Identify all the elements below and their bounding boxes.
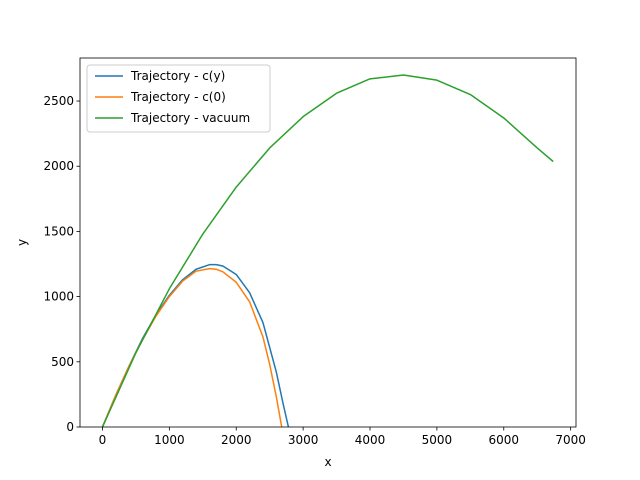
series-line-2	[101, 74, 554, 427]
x-tick-label: 1000	[154, 433, 185, 447]
x-tick-label: 5000	[422, 433, 453, 447]
x-tick-label: 2000	[221, 433, 252, 447]
x-tick-label: 0	[99, 433, 107, 447]
plot-area	[101, 74, 554, 427]
x-axis-label: x	[324, 455, 331, 469]
y-tick-label: 2500	[43, 94, 74, 108]
y-axis-label: y	[15, 239, 29, 246]
series-lines	[101, 74, 554, 427]
y-tick-label: 2000	[43, 159, 74, 173]
legend: Trajectory - c(y) Trajectory - c(0) Trajec…	[86, 64, 271, 133]
axes: 0 1000 2000 3000 4000 5000 6000 7000 0 500 1000 150…	[15, 57, 586, 469]
y-tick-label: 500	[51, 355, 74, 369]
x-tick-label: 4000	[355, 433, 386, 447]
y-tick-label: 1000	[43, 290, 74, 304]
x-tick-label: 7000	[555, 433, 586, 447]
x-tick-label: 6000	[488, 433, 519, 447]
legend-label-1: Trajectory - c(0)	[130, 90, 226, 104]
x-tick-label: 3000	[288, 433, 319, 447]
y-tick-label: 1500	[43, 224, 74, 238]
legend-box	[86, 64, 271, 133]
y-tick-label: 0	[66, 420, 74, 434]
legend-label-0: Trajectory - c(y)	[130, 69, 225, 83]
legend-label-2: Trajectory - vacuum	[130, 111, 250, 125]
axes-frame	[79, 57, 577, 428]
